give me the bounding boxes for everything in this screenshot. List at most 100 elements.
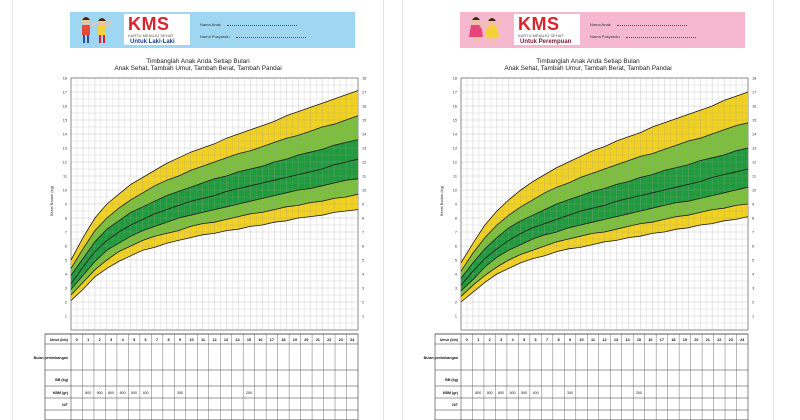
y-tick-label-left: 7	[455, 231, 457, 235]
growth-chart-girl: Berat Badan (kg)1 12 23 34 45 56 67 78 89 910 1011…	[424, 77, 756, 420]
month-number: 22	[327, 338, 331, 342]
y-tick-label-left: 10	[453, 189, 457, 193]
child-name-field[interactable]: Nama Anak	[200, 22, 297, 27]
curve--2-sd	[460, 203, 749, 297]
curve--3-sd	[70, 209, 359, 301]
month-number: 8	[558, 338, 560, 342]
chart-title-line2: Anak Sehat, Tambah Umur, Tambah Berat, T…	[114, 65, 282, 72]
curve--1-sd	[70, 139, 359, 276]
y-tick-label-left: 11	[453, 175, 457, 179]
month-number: 13	[614, 338, 618, 342]
month-number: 13	[224, 338, 228, 342]
y-tick-label-right: 17	[362, 91, 366, 95]
y-tick-label-left: 11	[63, 175, 67, 179]
month-number: 9	[179, 338, 181, 342]
kbm-value: 500	[521, 391, 527, 395]
month-number: 23	[339, 338, 343, 342]
month-number: 1	[87, 338, 89, 342]
kms-logo-subtitle: KARTU MENUJU SEHAT	[128, 33, 174, 38]
y-tick-label-left: 18	[453, 77, 457, 81]
kbm-value: 800	[475, 391, 481, 395]
y-tick-label-left: 7	[65, 231, 67, 235]
child-name-field[interactable]: Nama Anak	[590, 22, 687, 27]
month-number: 14	[625, 338, 630, 342]
curve--1-sd	[70, 178, 359, 290]
y-tick-label-right: 17	[752, 91, 756, 95]
y-tick-label-left: 15	[63, 119, 67, 123]
table-row-label: Umur (bln)	[440, 338, 459, 342]
y-axis-label: Berat Badan (kg)	[49, 185, 54, 216]
y-tick-label-left: 17	[453, 91, 457, 95]
month-number: 12	[602, 338, 606, 342]
gender-label: Untuk Laki-Laki	[130, 39, 175, 45]
y-tick-label-left: 12	[453, 161, 457, 165]
y-tick-label-right: 18	[362, 77, 366, 81]
month-number: 15	[637, 338, 641, 342]
kms-card-girl: KMS KARTU MENUJU SEHAT Untuk Perempuan N…	[402, 0, 774, 420]
header-banner: KMS KARTU MENUJU SEHAT Untuk Laki-Laki N…	[70, 12, 355, 48]
y-tick-label-left: 9	[65, 203, 67, 207]
child-name-label: Nama Anak	[590, 22, 611, 27]
kbm-value: 800	[498, 391, 504, 395]
y-tick-label-right: 12	[752, 161, 756, 165]
posyandu-name-field[interactable]: Nama Posyandu	[590, 34, 696, 39]
month-number: 7	[546, 338, 548, 342]
kms-logo: KMS	[518, 14, 560, 34]
table-row-label: KBM (gr)	[443, 391, 459, 395]
kbm-value: 400	[533, 391, 539, 395]
kbm-value: 300	[567, 391, 573, 395]
y-tick-label-left: 16	[63, 105, 67, 109]
y-tick-label-left: 14	[453, 133, 457, 137]
month-number: 18	[281, 338, 285, 342]
month-number: 2	[489, 338, 491, 342]
y-tick-label-right: 9	[752, 203, 754, 207]
kbm-value: 600	[120, 391, 126, 395]
month-number: 20	[304, 338, 308, 342]
month-number: 3	[110, 338, 112, 342]
y-tick-label-left: 5	[455, 259, 457, 263]
kms-logo: KMS	[128, 14, 170, 34]
curve-median	[460, 168, 749, 286]
y-tick-label-right: 4	[752, 273, 754, 277]
y-tick-label-left: 8	[65, 217, 67, 221]
table-row-label: KBM (gr)	[53, 391, 69, 395]
posyandu-name-field[interactable]: Nama Posyandu	[200, 34, 306, 39]
growth-chart-boy: Berat Badan (kg)1 12 23 34 45 56 67 78 89 910 1011…	[34, 77, 366, 420]
y-tick-label-left: 12	[63, 161, 67, 165]
y-tick-label-right: 3	[362, 287, 364, 291]
y-tick-label-right: 5	[362, 259, 364, 263]
kbm-value: 200	[246, 391, 252, 395]
chart-title-line1: Timbanglah Anak Anda Setiap Bulan	[146, 58, 250, 65]
record-table	[44, 333, 359, 420]
y-tick-label-right: 16	[362, 105, 366, 109]
month-number: 1	[477, 338, 479, 342]
y-tick-label-right: 8	[752, 217, 754, 221]
y-tick-label-right: 16	[752, 105, 756, 109]
curve--3-sd	[460, 216, 749, 303]
chart-title-line2: Anak Sehat, Tambah Umur, Tambah Berat, T…	[504, 65, 672, 72]
month-number: 11	[591, 338, 595, 342]
table-row-label: Umur (bln)	[50, 338, 69, 342]
month-number: 19	[293, 338, 297, 342]
kbm-value: 200	[636, 391, 642, 395]
y-tick-label-right: 1	[752, 315, 754, 319]
y-tick-label-left: 17	[63, 91, 67, 95]
kms-logo-subtitle: KARTU MENUJU SEHAT	[518, 33, 564, 38]
kbm-value: 800	[108, 391, 114, 395]
y-tick-label-right: 13	[752, 147, 756, 151]
y-tick-label-right: 8	[362, 217, 364, 221]
month-number: 6	[535, 338, 537, 342]
table-row-label: Bulan penimbangan	[34, 356, 68, 360]
y-axis-label: Berat Badan (kg)	[439, 185, 444, 216]
month-number: 8	[168, 338, 170, 342]
y-tick-label-left: 6	[65, 245, 67, 249]
month-number: 21	[706, 338, 710, 342]
month-number: 5	[523, 338, 525, 342]
month-number: 0	[466, 338, 468, 342]
table-row-label: N/T	[62, 403, 69, 407]
y-tick-label-left: 13	[453, 147, 457, 151]
y-tick-label-left: 3	[65, 287, 67, 291]
y-tick-label-left: 10	[63, 189, 67, 193]
month-number: 23	[729, 338, 733, 342]
y-tick-label-right: 11	[752, 175, 756, 179]
